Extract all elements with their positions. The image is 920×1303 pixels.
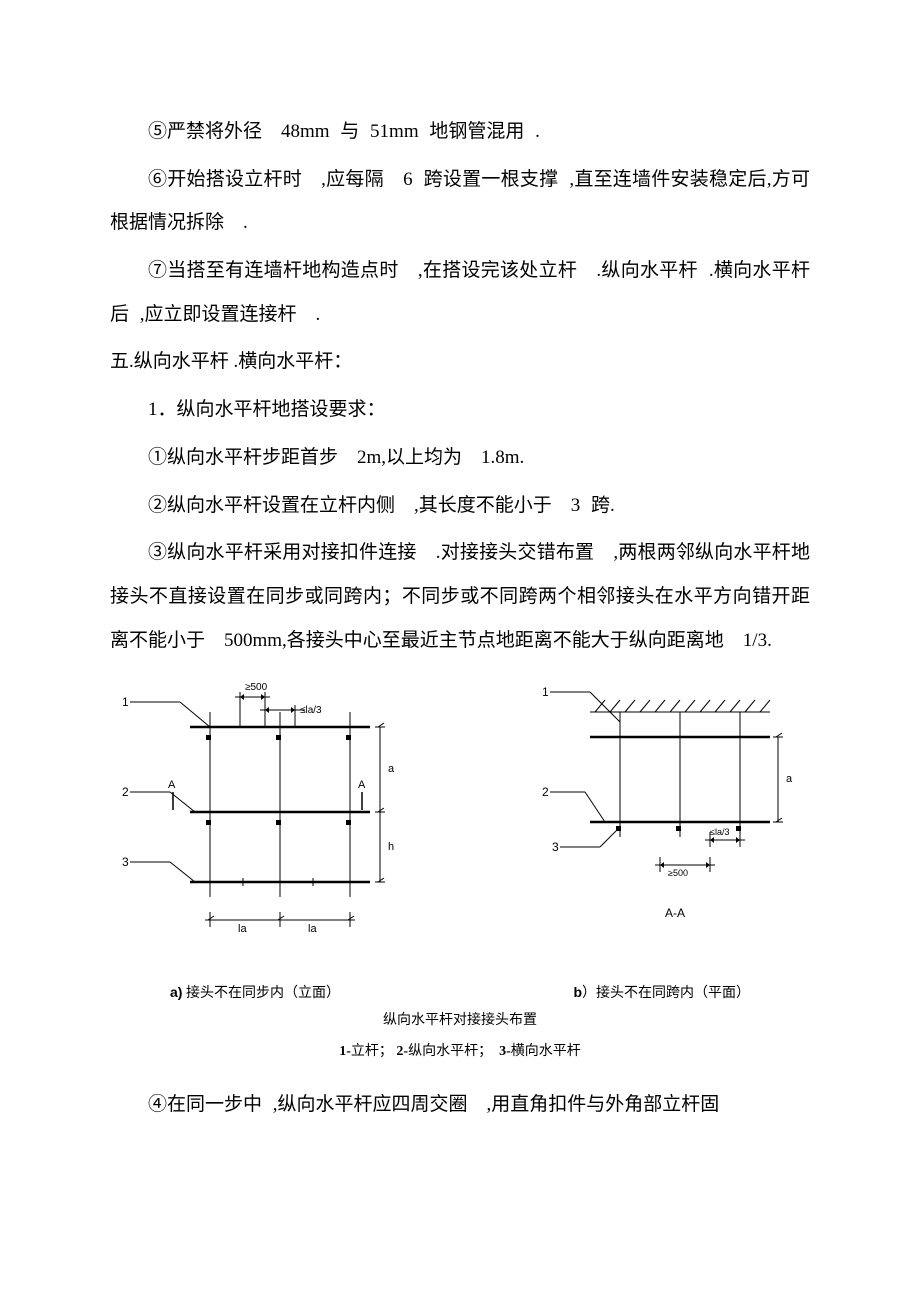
caption-row: a) 接头不在同步内（立面） b）接头不在同跨内（平面） <box>110 982 810 1002</box>
diagram-a: ≥500 ≤la/3 1 2 3 A A <box>110 672 410 952</box>
label-1: 1 <box>122 695 129 709</box>
legend-1b: 1- <box>339 1044 351 1059</box>
item-1-1: ①纵向水平杆步距首步 2m,以上均为 1.8m. <box>110 436 810 480</box>
page: ⑤严禁将外径 48mm 与 51mm 地钢管混用 . ⑥开始搭设立杆时 ,应每隔… <box>0 0 920 1170</box>
caption-a-bold: a) <box>170 984 182 1000</box>
label-500: ≥500 <box>245 682 268 693</box>
caption-a-text: 接头不在同步内（立面） <box>182 986 340 1001</box>
caption-b: b）接头不在同跨内（平面） <box>573 982 750 1002</box>
label-b1: 1 <box>542 685 549 699</box>
label-3: 3 <box>122 855 129 869</box>
label-a: a <box>388 763 395 775</box>
label-2: 2 <box>122 785 129 799</box>
diagram-b: 1 2 3 a ≤la/3 <box>510 672 810 952</box>
paragraph-7: ⑦当搭至有连墙杆地构造点时 ,在搭设完该处立杆 .纵向水平杆 .横向水平杆后 ,… <box>110 249 810 336</box>
legend-1: 立杆； <box>351 1044 393 1059</box>
section-5-heading: 五.纵向水平杆 .横向水平杆： <box>110 340 810 384</box>
label-bla3: ≤la/3 <box>710 827 729 837</box>
label-la-1: la <box>238 923 247 935</box>
item-1-3: ③纵向水平杆采用对接扣件连接 .对接接头交错布置 ,两根两邻纵向水平杆地接头不直… <box>110 531 810 662</box>
label-A2: A <box>358 779 366 791</box>
paragraph-5: ⑤严禁将外径 48mm 与 51mm 地钢管混用 . <box>110 110 810 154</box>
caption-mid: 纵向水平杆对接接头布置 <box>110 1008 810 1033</box>
item-1-4: ④在同一步中 ,纵向水平杆应四周交圈 ,用直角扣件与外角部立杆固 <box>110 1083 810 1127</box>
legend-3: 横向水平杆 <box>511 1044 581 1059</box>
caption-b-text: ）接头不在同跨内（平面） <box>582 986 750 1001</box>
diagram-a-svg: ≥500 ≤la/3 1 2 3 A A <box>110 672 410 952</box>
label-b500: ≥500 <box>668 868 688 878</box>
label-ba: a <box>786 773 793 785</box>
label-la-2: la <box>308 923 317 935</box>
legend-3b: 3- <box>499 1044 511 1059</box>
diagram-row: ≥500 ≤la/3 1 2 3 A A <box>110 672 810 952</box>
label-baa: A-A <box>665 906 685 920</box>
subsection-1: 1．纵向水平杆地搭设要求： <box>110 388 810 432</box>
legend-2: 纵向水平杆； <box>408 1044 492 1059</box>
diagram-b-svg: 1 2 3 a ≤la/3 <box>510 672 810 952</box>
label-b3: 3 <box>552 840 559 854</box>
caption-b-bold: b <box>573 984 582 1000</box>
legend-2b: 2- <box>396 1044 408 1059</box>
item-1-2: ②纵向水平杆设置在立杆内侧 ,其长度不能小于 3 跨. <box>110 484 810 528</box>
label-A1: A <box>168 779 176 791</box>
label-b2: 2 <box>542 785 549 799</box>
label-h: h <box>388 841 394 853</box>
caption-legend: 1-立杆； 2-纵向水平杆； 3-横向水平杆 <box>110 1039 810 1064</box>
label-la3: ≤la/3 <box>300 705 322 716</box>
caption-a: a) 接头不在同步内（立面） <box>170 982 340 1002</box>
paragraph-6: ⑥开始搭设立杆时 ,应每隔 6 跨设置一根支撑 ,直至连墙件安装稳定后,方可根据… <box>110 158 810 245</box>
